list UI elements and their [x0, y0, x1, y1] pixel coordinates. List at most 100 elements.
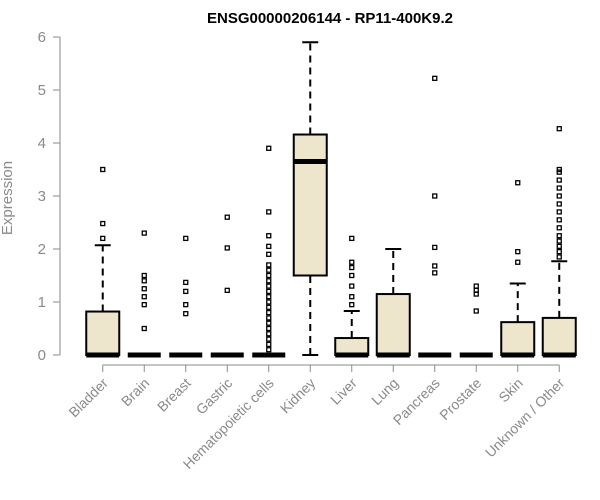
box-body — [334, 337, 370, 357]
outlier-point — [266, 315, 272, 321]
outlier-point — [556, 193, 562, 199]
outlier-point — [266, 251, 272, 257]
outlier-point — [515, 259, 521, 265]
y-tick-label: 3 — [38, 188, 46, 205]
x-tick-label: Kidney — [277, 375, 319, 417]
box-group — [169, 235, 203, 358]
box-body — [85, 310, 121, 357]
outlier-point — [473, 308, 479, 314]
outlier-point — [266, 272, 272, 279]
box-group — [418, 75, 452, 358]
outlier-point — [349, 294, 355, 300]
outlier-point — [556, 243, 562, 250]
outlier-point — [100, 220, 106, 227]
outlier-point — [224, 245, 230, 251]
box-group — [334, 235, 370, 358]
outlier-point — [266, 341, 272, 348]
y-tick-label: 1 — [38, 294, 46, 311]
outlier-point — [556, 166, 562, 173]
outlier-point — [183, 301, 189, 308]
x-tick-label: Lung — [368, 375, 401, 408]
outlier-point — [349, 264, 355, 271]
outlier-point — [349, 259, 355, 265]
outlier-point — [556, 177, 562, 183]
outlier-point — [266, 145, 272, 151]
outlier-point — [266, 309, 272, 316]
y-tick-label: 0 — [38, 347, 46, 364]
outlier-point — [183, 311, 189, 317]
chart-title: ENSG00000206144 - RP11-400K9.2 — [207, 10, 453, 27]
outlier-point — [432, 270, 438, 276]
box-group — [459, 283, 493, 358]
outlier-point — [266, 347, 272, 353]
outlier-point — [266, 331, 272, 337]
outlier-point — [266, 325, 272, 332]
outlier-point — [432, 244, 438, 251]
outlier-point — [556, 238, 562, 244]
box-body — [375, 293, 411, 356]
outlier-point — [141, 325, 147, 332]
outlier-point — [556, 209, 562, 215]
outlier-point — [266, 283, 272, 289]
box-body — [500, 321, 536, 357]
x-tick-label: Unknown / Other — [482, 375, 568, 461]
box-group — [252, 145, 286, 358]
box-group — [127, 230, 161, 358]
outlier-point — [349, 283, 355, 289]
x-tick-label: Brain — [118, 375, 152, 409]
box-body — [541, 316, 577, 356]
outlier-point — [141, 278, 147, 284]
y-tick-label: 6 — [38, 29, 46, 46]
outlier-point — [349, 272, 355, 279]
outlier-point — [349, 301, 355, 308]
outlier-point — [141, 272, 147, 279]
outlier-point — [266, 267, 272, 273]
outlier-point — [266, 262, 272, 268]
outlier-point — [266, 336, 272, 342]
outlier-point — [432, 263, 438, 269]
outlier-point — [556, 217, 562, 223]
box-group — [292, 41, 328, 356]
outlier-point — [100, 166, 106, 173]
x-tick-label: Liver — [327, 375, 360, 408]
box-group — [500, 180, 536, 358]
y-axis: 0 1 2 3 4 5 6 — [38, 29, 61, 364]
plot-area — [85, 41, 577, 358]
outlier-point — [556, 248, 562, 255]
outlier-point — [183, 288, 189, 295]
outlier-point — [266, 304, 272, 310]
box-body — [292, 133, 328, 277]
outlier-point — [266, 243, 272, 250]
outlier-point — [141, 230, 147, 236]
x-tick-label: Prostate — [436, 375, 484, 423]
outlier-point — [266, 209, 272, 215]
box-group — [375, 248, 411, 358]
outlier-point — [141, 294, 147, 300]
outlier-point — [224, 214, 230, 220]
y-tick-label: 2 — [38, 241, 46, 258]
outlier-point — [266, 278, 272, 284]
y-axis-label: Expression — [0, 161, 16, 235]
box-group — [210, 214, 244, 358]
outlier-point — [141, 286, 147, 292]
outlier-point — [100, 235, 106, 242]
outlier-point — [473, 287, 479, 293]
outlier-point — [349, 235, 355, 242]
outlier-point — [183, 235, 189, 242]
outlier-point — [556, 254, 562, 260]
outlier-point — [556, 201, 562, 207]
outlier-point — [266, 288, 272, 295]
outlier-point — [556, 185, 562, 191]
x-tick-label: Skin — [495, 375, 526, 406]
outlier-point — [556, 225, 562, 231]
box-group — [85, 166, 121, 358]
outlier-point — [556, 233, 562, 239]
y-tick-label: 5 — [38, 82, 46, 99]
outlier-point — [141, 301, 147, 308]
outlier-point — [266, 299, 272, 305]
outlier-point — [515, 248, 521, 255]
outlier-point — [556, 126, 562, 132]
outlier-point — [432, 75, 438, 81]
